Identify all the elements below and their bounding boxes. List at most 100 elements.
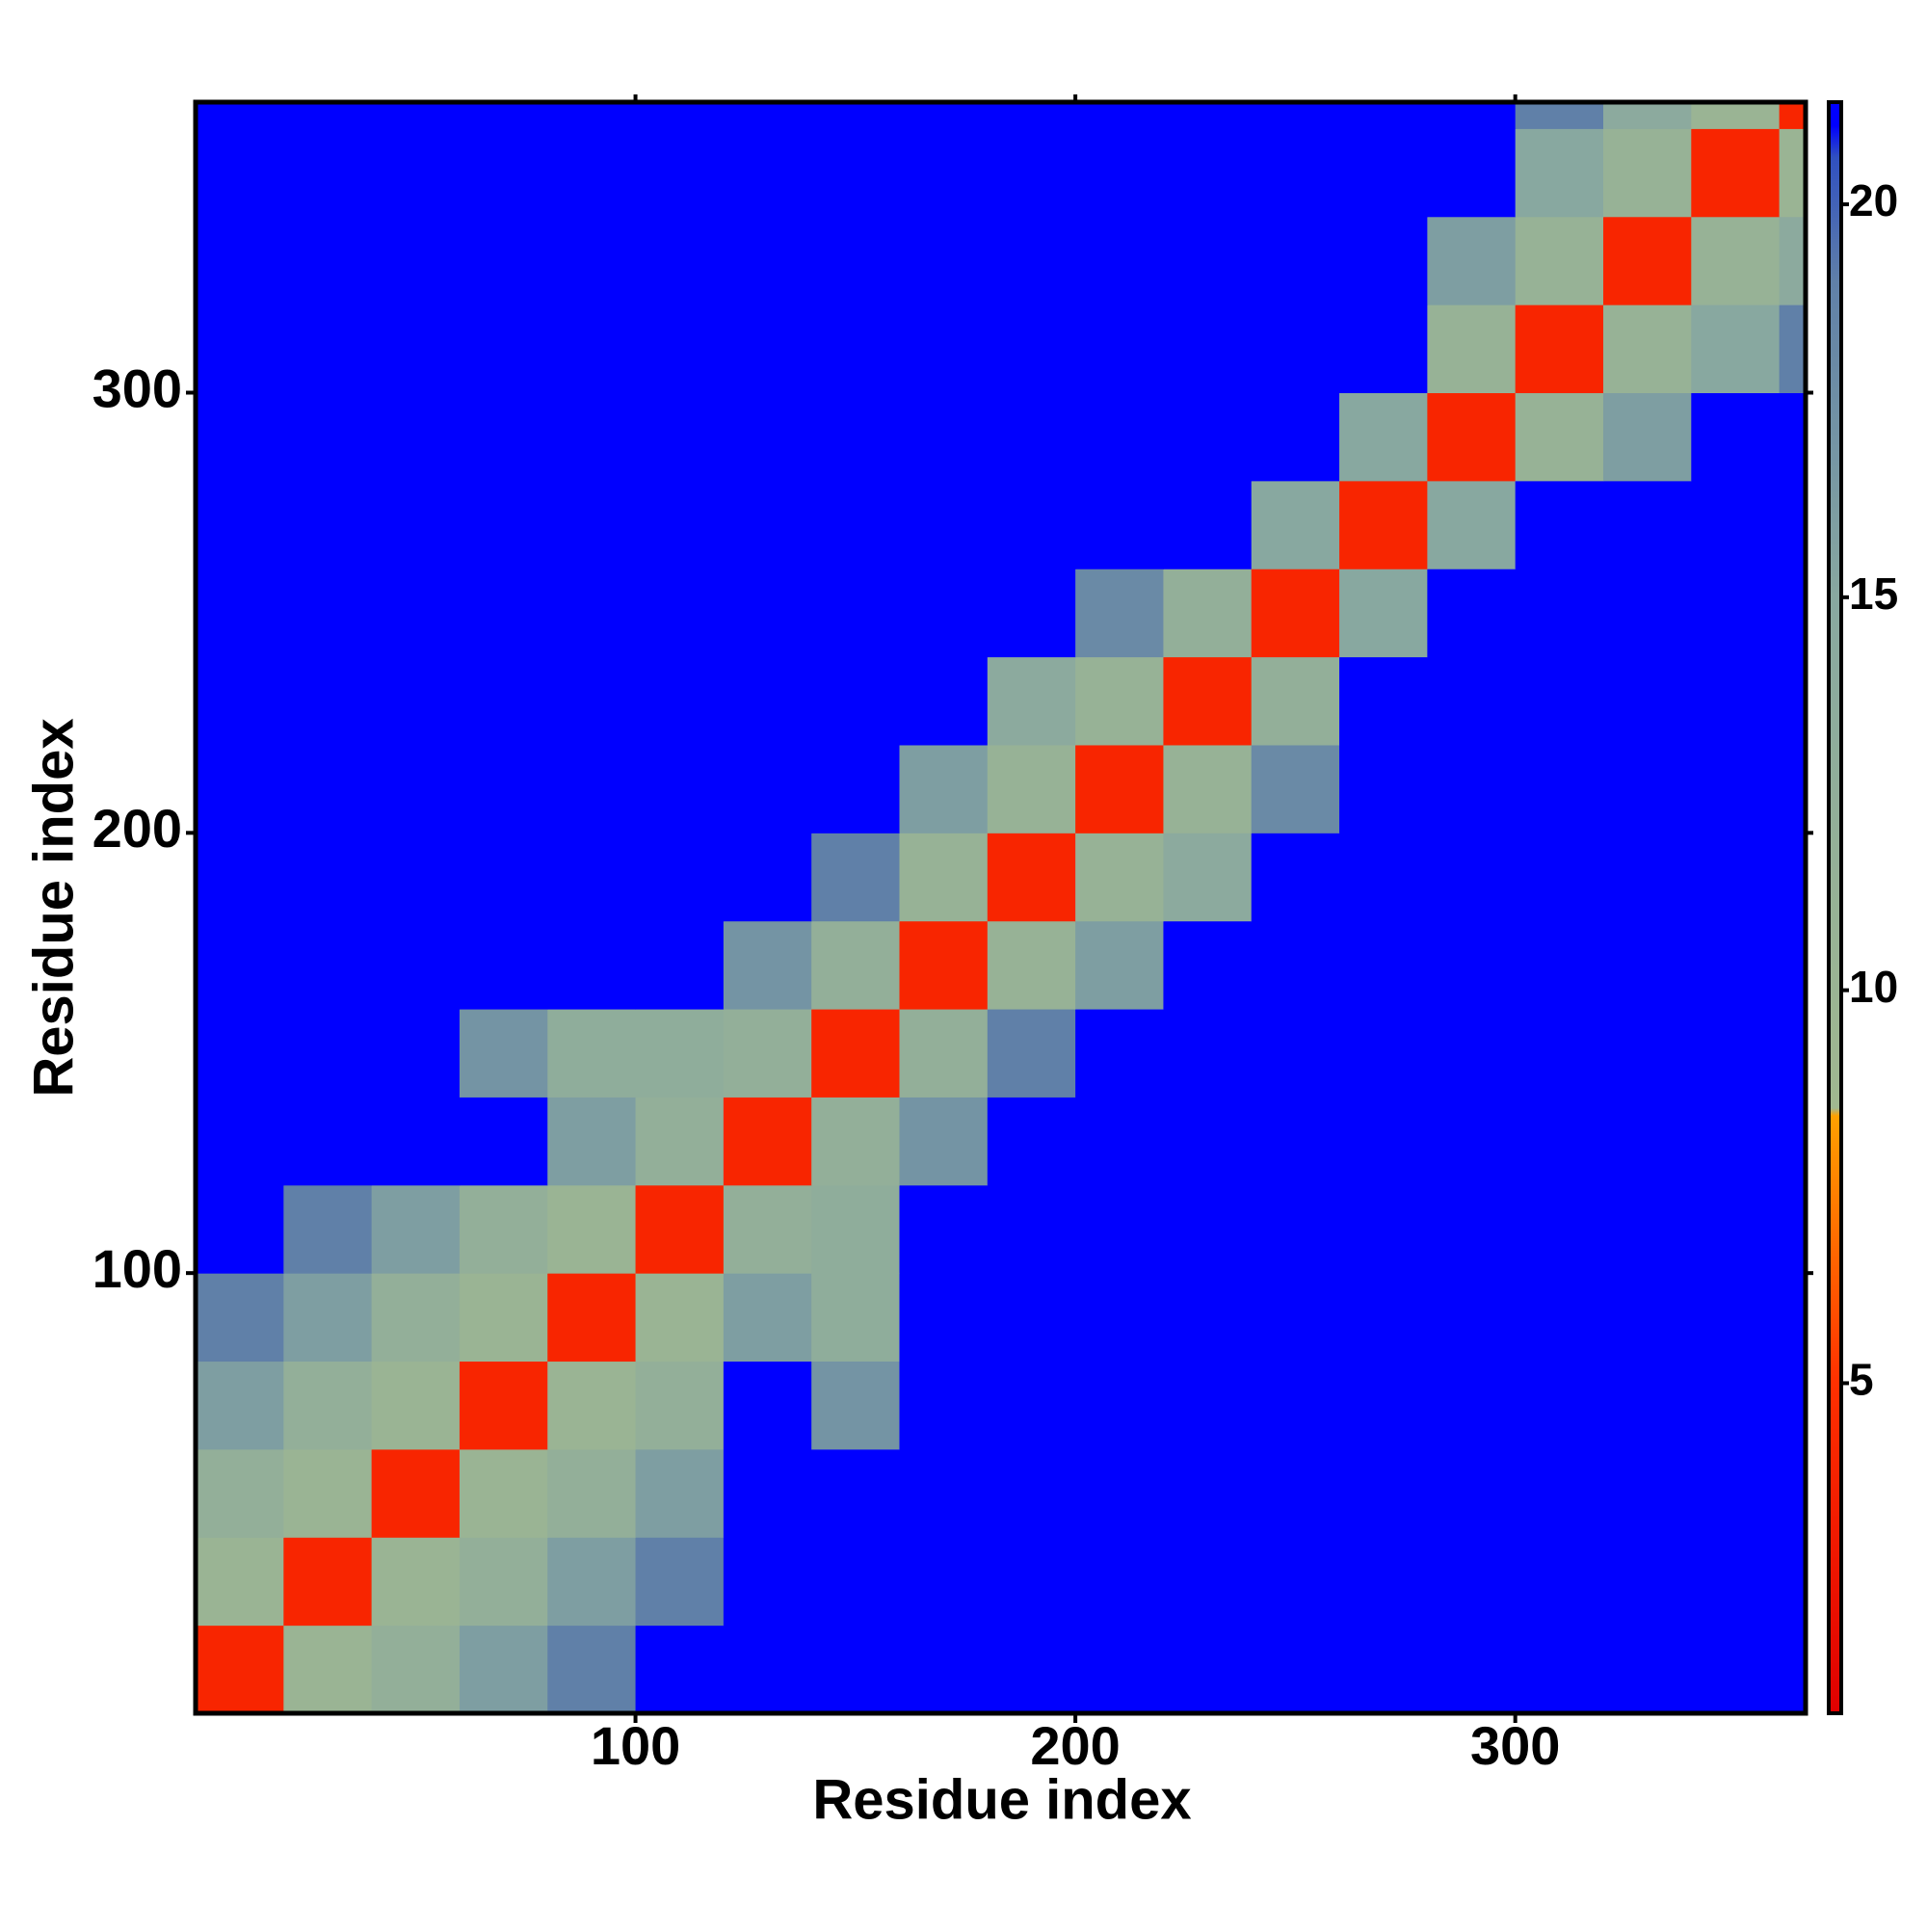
heatmap-cell <box>459 833 548 922</box>
heatmap-cell <box>1251 744 1340 834</box>
heatmap-cell <box>1427 744 1517 834</box>
heatmap-cell <box>1075 392 1164 482</box>
heatmap-cell <box>547 1537 637 1627</box>
heatmap-cell <box>987 102 1076 129</box>
heatmap-cell <box>283 1361 373 1450</box>
heatmap-cell <box>987 304 1076 394</box>
heatmap-cell <box>283 920 373 1010</box>
heatmap-cell <box>811 569 900 658</box>
colorbar-tick-label: 10 <box>1849 962 1898 1012</box>
heatmap-cell <box>635 1625 725 1713</box>
heatmap-cell <box>635 1448 725 1538</box>
heatmap-cell <box>1163 1537 1253 1627</box>
heatmap-cell <box>1515 1184 1604 1274</box>
heatmap-cell <box>987 1448 1076 1538</box>
heatmap-cell <box>1427 569 1517 658</box>
heatmap-cell <box>1779 1009 1806 1098</box>
heatmap-cell <box>1691 304 1781 394</box>
heatmap-cell <box>723 1009 812 1098</box>
heatmap-cell <box>547 920 637 1010</box>
heatmap-cell <box>1779 102 1806 129</box>
heatmap-cell <box>371 1097 461 1186</box>
heatmap-cell <box>283 1009 373 1098</box>
heatmap-cell <box>1515 102 1604 129</box>
heatmap-cell <box>635 1184 725 1274</box>
heatmap-cell <box>635 1361 725 1450</box>
heatmap-cell <box>899 833 989 922</box>
heatmap-cell <box>1163 656 1253 746</box>
heatmap-cell <box>635 304 725 394</box>
heatmap-cell <box>283 392 373 482</box>
heatmap-cell <box>723 1184 812 1274</box>
heatmap-cell <box>1515 392 1604 482</box>
heatmap-cell <box>1602 216 1692 305</box>
heatmap-cell <box>547 744 637 834</box>
heatmap-cell <box>1251 1448 1340 1538</box>
heatmap-cell <box>371 392 461 482</box>
heatmap-cell <box>1251 128 1340 218</box>
heatmap-cell <box>1779 1184 1806 1274</box>
heatmap-cell <box>1075 1009 1164 1098</box>
heatmap-cell <box>547 1097 637 1186</box>
heatmap-cell <box>547 216 637 305</box>
heatmap-cell <box>1779 1097 1806 1186</box>
heatmap-cell <box>1339 744 1428 834</box>
heatmap-cell <box>1779 920 1806 1010</box>
heatmap-cell <box>1779 1537 1806 1627</box>
heatmap-cell <box>1251 1361 1340 1450</box>
heatmap-cell <box>1163 1273 1253 1363</box>
heatmap-cell <box>283 1625 373 1713</box>
heatmap-cell <box>1602 1537 1692 1627</box>
heatmap-cell <box>283 1184 373 1274</box>
heatmap-cell <box>283 216 373 305</box>
heatmap-cell <box>1163 304 1253 394</box>
heatmap-cell <box>987 744 1076 834</box>
heatmap-cell <box>899 392 989 482</box>
heatmap-cell <box>899 216 989 305</box>
heatmap-cell <box>1251 1184 1340 1274</box>
colorbar-tick-label: 15 <box>1849 569 1898 619</box>
heatmap-cell <box>987 569 1076 658</box>
heatmap-cell <box>987 833 1076 922</box>
heatmap-cell <box>1163 833 1253 922</box>
heatmap-cell <box>459 480 548 569</box>
heatmap-cell <box>1779 392 1806 482</box>
heatmap-cell <box>811 102 900 129</box>
heatmap-cell <box>723 1273 812 1363</box>
heatmap-cell <box>1427 1184 1517 1274</box>
heatmap-cell <box>1251 1009 1340 1098</box>
heatmap-cell <box>811 392 900 482</box>
heatmap-cell <box>1163 1448 1253 1538</box>
heatmap-cell <box>723 744 812 834</box>
heatmap-cell <box>1602 744 1692 834</box>
heatmap-cell <box>811 656 900 746</box>
heatmap-cell <box>635 569 725 658</box>
heatmap-cell <box>899 480 989 569</box>
heatmap-cell <box>547 1184 637 1274</box>
heatmap-cell <box>371 102 461 129</box>
heatmap-cell <box>1163 920 1253 1010</box>
heatmap-cell <box>1075 569 1164 658</box>
heatmap-cell <box>1779 656 1806 746</box>
heatmap-cell <box>987 1537 1076 1627</box>
heatmap-cell <box>899 1097 989 1186</box>
heatmap-cell <box>635 392 725 482</box>
heatmap-cell <box>1075 304 1164 394</box>
heatmap-cell <box>1602 656 1692 746</box>
heatmap-cell <box>987 1097 1076 1186</box>
heatmap-cell <box>1515 1448 1604 1538</box>
heatmap-cell <box>1602 102 1692 129</box>
heatmap-cell <box>283 833 373 922</box>
heatmap-cell <box>459 128 548 218</box>
heatmap-cell <box>1779 304 1806 394</box>
heatmap-cell <box>459 1448 548 1538</box>
heatmap-cell <box>1779 1361 1806 1450</box>
heatmap-cell <box>1515 1361 1604 1450</box>
heatmap-cell <box>1427 480 1517 569</box>
heatmap-cell <box>1602 920 1692 1010</box>
heatmap-cell <box>1163 569 1253 658</box>
heatmap-cell <box>811 1273 900 1363</box>
heatmap-cell <box>283 128 373 218</box>
heatmap-cell <box>811 920 900 1010</box>
heatmap-cell <box>1163 744 1253 834</box>
